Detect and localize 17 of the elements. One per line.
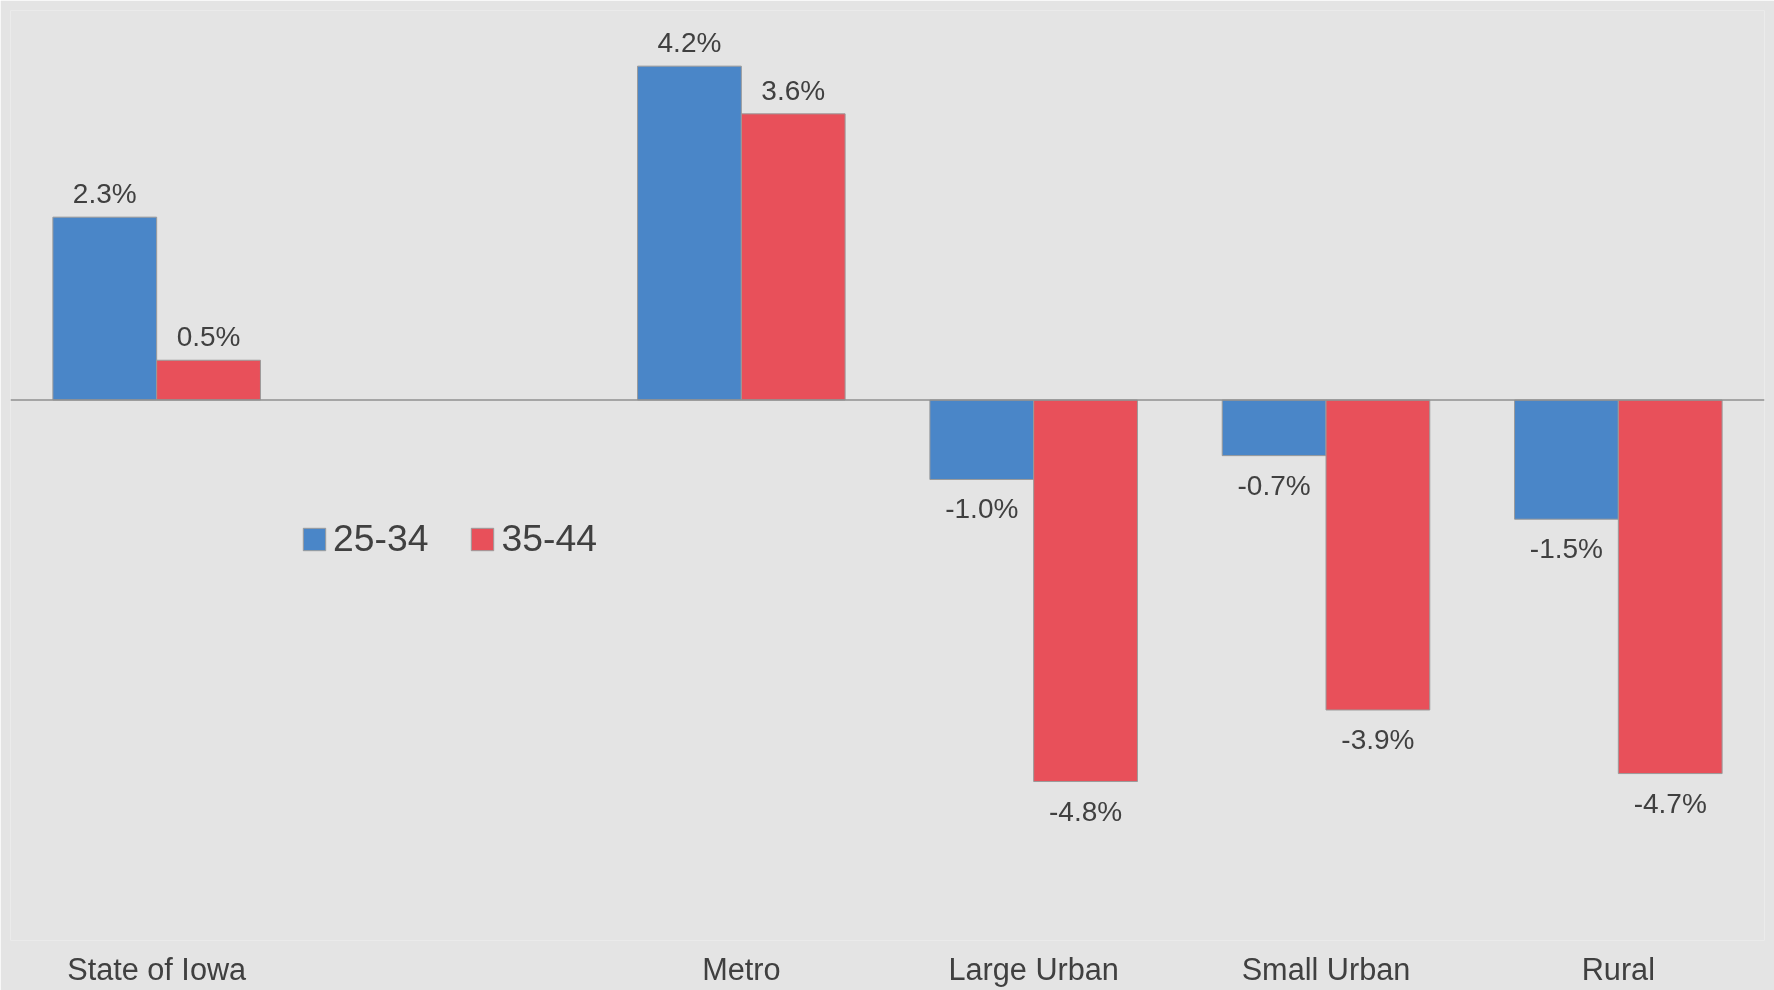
x-tick-label: Small Urban [1241,951,1411,986]
x-tick-label: Large Urban [948,951,1119,987]
data-label: -1.0% [945,493,1019,525]
data-label: -0.7% [1237,469,1311,501]
x-tick-label: Rural [1581,951,1655,986]
legend-label: 25-34 [333,517,429,560]
legend-label: 35-44 [501,517,597,560]
data-label: -3.9% [1341,723,1415,755]
data-label: -4.7% [1633,787,1707,819]
x-tick-label: Metro [702,951,781,986]
data-label: 3.6% [761,74,826,106]
x-tick-label: State of Iowa [67,951,248,986]
data-label: 4.2% [657,27,722,59]
data-label: 2.3% [72,178,137,210]
data-label: -1.5% [1529,533,1604,565]
data-label: -4.8% [1048,795,1123,827]
data-label: 0.5% [176,321,241,353]
